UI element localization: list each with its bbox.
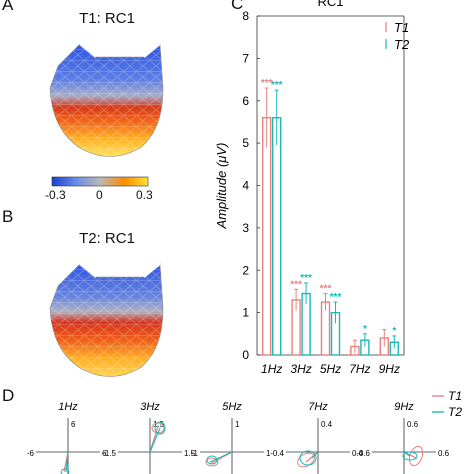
y-tick-label: 6 [242, 94, 249, 108]
y-tick-label: 8 [242, 9, 249, 23]
phase-confidence-ellipse [60, 468, 70, 474]
phase-y-top: 0.6 [407, 420, 419, 429]
legend-t1-label: T1 [394, 20, 409, 35]
significance-marker: *** [271, 80, 283, 91]
y-tick-label: 4 [242, 179, 249, 193]
phase-confidence-ellipse [408, 445, 424, 467]
colorbar-tick-mid: 0 [96, 188, 103, 202]
phase-confidence-ellipse [154, 421, 166, 435]
phase-x-max: 6 [102, 449, 107, 458]
colorbar-tick-max: 0.3 [136, 188, 153, 202]
x-tick-label: 3Hz [290, 362, 311, 376]
y-tick-label: 0 [242, 348, 249, 362]
phase-plot-title: 9Hz [394, 401, 414, 413]
phase-confidence-ellipse [206, 455, 218, 465]
phase-x-min: -0.6 [356, 449, 370, 458]
phase-y-top: 0.4 [321, 420, 333, 429]
phase-plot-title: 7Hz [308, 401, 328, 413]
phase-y-top: 1.5 [153, 420, 165, 429]
significance-marker: *** [300, 273, 312, 284]
topomap-title-t2: T2: RC1 [79, 230, 135, 247]
phase-confidence-ellipse [299, 450, 317, 466]
phase-y-top: 1 [235, 420, 240, 429]
x-tick-label: 1Hz [261, 362, 282, 376]
phase-confidence-ellipse [205, 457, 219, 467]
x-tick-label: 9Hz [379, 362, 400, 376]
y-tick-label: 2 [242, 263, 249, 277]
topomap-title-t1: T1: RC1 [79, 10, 135, 27]
phase-x-max: 0.6 [438, 449, 450, 458]
phase-x-min: -6 [27, 449, 35, 458]
phase-plot-title: 3Hz [140, 401, 160, 413]
significance-marker: *** [290, 279, 302, 290]
phase-x-min: -0.4 [270, 449, 284, 458]
phase-plot-title: 1Hz [58, 401, 78, 413]
phase-x-min: -1.5 [102, 449, 116, 458]
panel-label-b: B [2, 207, 14, 226]
phase-plot-title: 5Hz [222, 401, 242, 413]
panel-label-a: A [2, 0, 14, 14]
phase-x-max: 1 [266, 449, 271, 458]
phase-x-max: 0.4 [352, 449, 364, 458]
phase-vector [149, 427, 161, 453]
phase-confidence-ellipse [402, 451, 418, 461]
significance-marker: * [392, 326, 396, 337]
x-tick-label: 7Hz [349, 362, 370, 376]
x-tick-label: 5Hz [320, 362, 341, 376]
panel-label-d: D [2, 386, 15, 405]
phase-vector [209, 451, 233, 463]
y-tick-label: 7 [242, 51, 249, 65]
phase-y-top: 6 [71, 420, 76, 429]
y-tick-label: 3 [242, 221, 249, 235]
phase-x-max: 1.5 [184, 449, 196, 458]
chart-title: RC1 [317, 0, 343, 9]
panel-label-c: C [231, 0, 244, 13]
colorbar-tick-min: -0.3 [45, 188, 66, 202]
phase-legend-t1-label: T1 [448, 389, 462, 403]
significance-marker: *** [320, 284, 332, 295]
phase-legend-t2-label: T2 [448, 405, 462, 419]
significance-marker: *** [261, 78, 273, 89]
significance-marker: *** [330, 292, 342, 303]
legend-t2-label: T2 [394, 37, 410, 52]
y-axis-label: Amplitude (μV) [214, 143, 229, 230]
phase-x-min: -1 [191, 449, 199, 458]
y-tick-label: 1 [242, 306, 249, 320]
y-tick-label: 5 [242, 136, 249, 150]
significance-marker: * [363, 324, 367, 335]
